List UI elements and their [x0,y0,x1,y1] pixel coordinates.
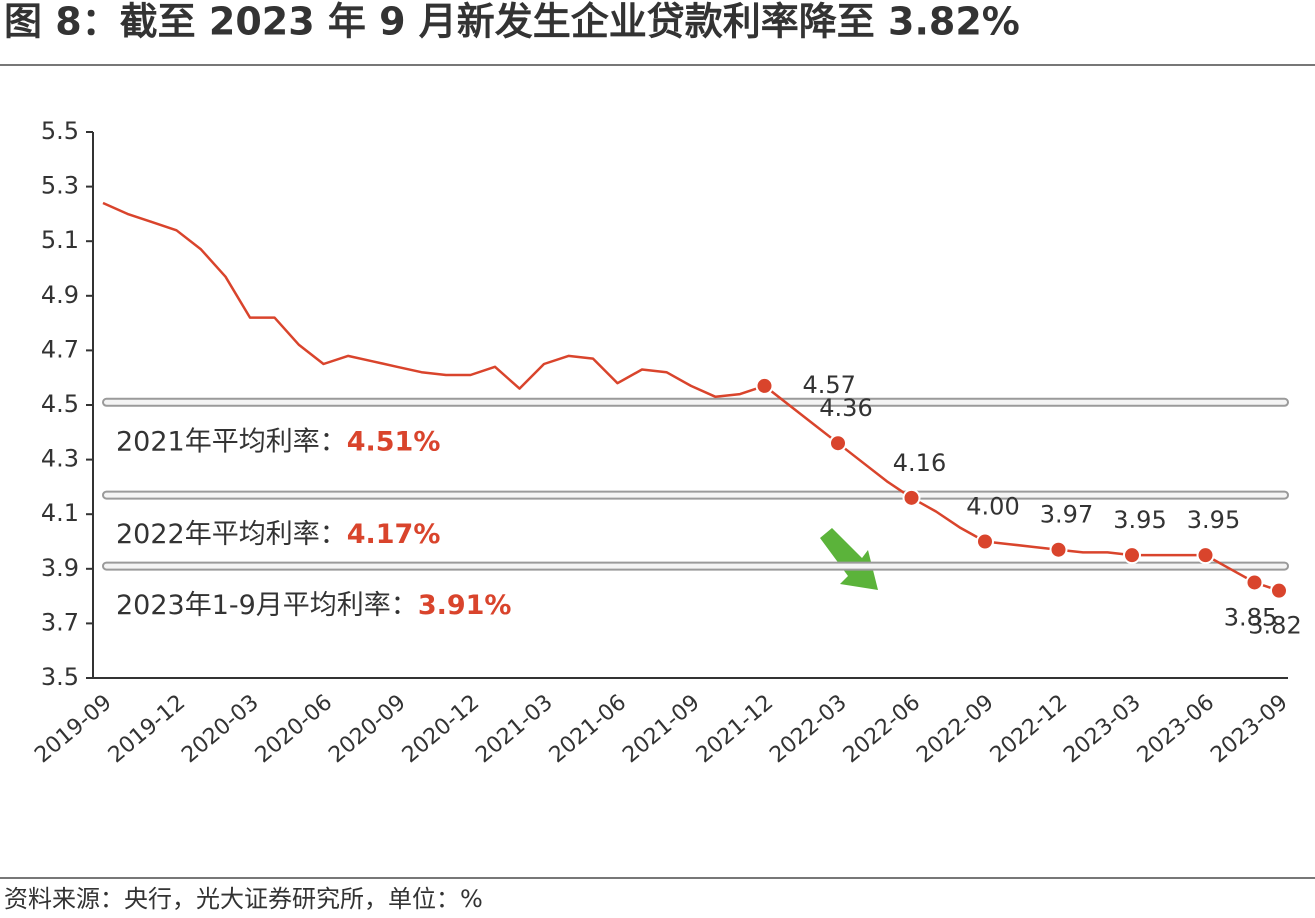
marker [1245,573,1264,592]
y-tick-label: 3.5 [41,663,79,691]
y-tick-label: 3.7 [41,608,79,636]
marker [755,376,774,395]
y-tick-label: 5.5 [41,117,79,145]
x-tick-label: 2021-06 [545,690,631,768]
y-tick-label: 4.7 [41,335,79,363]
reference-name: 2021年平均利率： [116,426,347,457]
marker [1123,546,1141,565]
x-tick-label: 2020-03 [177,690,263,768]
reference-line [102,490,1289,500]
y-tick-label: 3.9 [41,554,79,582]
reference-value: 4.17% [347,519,441,550]
y-tick-label: 4.9 [41,281,79,309]
x-tick-label: 2021-09 [618,690,704,768]
reference-line [102,397,1289,407]
marker [1196,546,1215,565]
y-tick-label: 4.1 [41,499,79,527]
x-tick-label: 2022-09 [912,690,998,768]
reference-label: 2021年平均利率：4.51% [116,426,440,457]
line [102,201,1280,592]
y-tick-label: 4.3 [41,445,79,473]
x-tick-label: 2020-09 [324,690,410,768]
value-label: 3.82 [1248,612,1301,640]
marker [1049,540,1068,559]
y-tick-label: 5.3 [41,172,79,200]
reference-value: 3.91% [418,590,512,621]
source: 资料来源：央行，光大证券研究所，单位：% [4,885,483,913]
value-label: 4.16 [893,449,946,477]
y-tick-label: 5.1 [41,226,79,254]
down-arrow [820,528,878,590]
x-tick-label: 2023-03 [1059,690,1145,768]
x-tick-label: 2022-03 [765,690,851,768]
x-tick-label: 2021-03 [471,690,557,768]
reference-line [102,561,1289,571]
reference-label: 2022年平均利率：4.17% [116,519,440,550]
value-label: 4.57 [803,371,856,399]
x-tick-label: 2020-06 [251,690,337,768]
x-tick-label: 2022-06 [839,690,925,768]
marker [902,488,921,507]
x-tick-label: 2023-09 [1206,690,1292,768]
x-tick-label: 2019-12 [104,690,190,768]
marker [976,532,994,551]
y-tick-label: 4.5 [41,390,79,418]
chart-title: 图 8：截至 2023 年 9 月新发生企业贷款利率降至 3.82% [4,0,1020,44]
reference-label: 2023年1-9月平均利率：3.91% [116,590,511,621]
value-label: 4.00 [966,493,1019,521]
value-label: 4.36 [819,394,872,422]
x-tick-label: 2020-12 [398,690,484,768]
value-label: 3.95 [1187,506,1240,534]
x-tick-label: 2022-12 [986,690,1072,768]
value-label: 3.85 [1224,603,1277,631]
marker [829,434,847,453]
x-tick-label: 2023-06 [1133,690,1219,768]
x-tick-label: 2019-09 [30,690,116,768]
x-tick-label: 2021-12 [692,690,778,768]
reference-value: 4.51% [347,426,441,457]
reference-name: 2022年平均利率： [116,519,347,550]
marker [1270,581,1288,600]
reference-name: 2023年1-9月平均利率： [116,590,418,621]
value-label: 3.95 [1113,506,1166,534]
value-label: 3.97 [1040,501,1093,529]
